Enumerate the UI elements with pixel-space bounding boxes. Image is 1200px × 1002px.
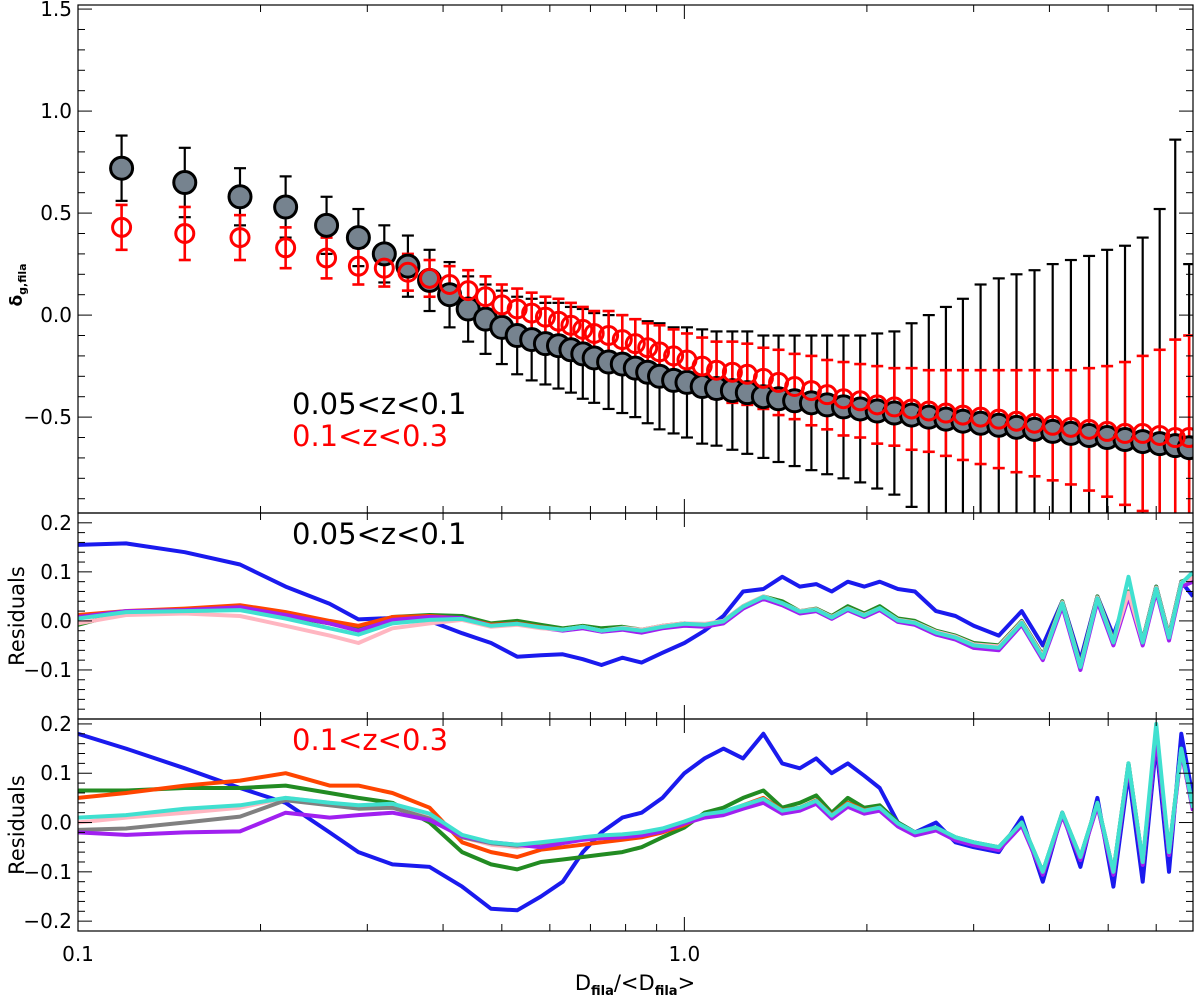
- data-point: [521, 302, 543, 324]
- x-label-sub: fila: [591, 984, 614, 999]
- data-point: [752, 367, 774, 389]
- data-point: [419, 267, 441, 289]
- middle-panel: −0.1 0.0 0.1 0.2 0.05<z<0.1 Residuals: [5, 511, 1194, 720]
- residual-line-turquoise: [78, 570, 1193, 669]
- residual-line-blue: [78, 731, 1193, 913]
- legend-label-1: 0.05<z<0.1: [292, 387, 467, 421]
- bottom-panel: −0.2 −0.1 0.0 0.1 0.2 0.1<z<0.3 Residuals 0.…: [5, 712, 1194, 966]
- data-point: [395, 253, 421, 279]
- y-tick-label: −0.1: [23, 658, 72, 682]
- data-point: [316, 247, 338, 269]
- data-point: [691, 355, 713, 377]
- data-point: [475, 286, 497, 308]
- residual-line-pink: [78, 575, 1193, 668]
- data-point: [721, 361, 743, 383]
- data-point: [397, 261, 419, 283]
- top-ticks: −0.5 0.0 0.5 1.0 1.5: [23, 0, 1193, 513]
- middle-annotation: 0.05<z<0.1: [292, 517, 467, 551]
- data-point: [1164, 427, 1186, 449]
- data-point: [439, 274, 461, 296]
- data-point: [624, 333, 646, 355]
- data-point: [314, 212, 340, 238]
- x-tick-label: 0.1: [62, 942, 94, 966]
- data-point: [373, 257, 395, 279]
- y-tick-label: 0.0: [40, 303, 72, 327]
- x-tick-label: 1.0: [668, 942, 700, 966]
- middle-ticks: −0.1 0.0 0.1 0.2: [23, 511, 1193, 720]
- data-point: [174, 222, 196, 244]
- y-tick-label: −0.5: [23, 405, 72, 429]
- x-label-mid: /<D: [614, 971, 655, 995]
- data-point: [534, 306, 556, 328]
- data-point: [229, 227, 251, 249]
- y-tick-label: 0.5: [40, 201, 72, 225]
- y-tick-label: 0.2: [40, 712, 72, 736]
- data-point: [649, 341, 671, 363]
- data-point: [611, 329, 633, 351]
- x-label-sub2: fila: [655, 984, 678, 999]
- y-tick-label: 0.0: [40, 609, 72, 633]
- top-ylabel-sub: g,fila: [16, 263, 29, 294]
- middle-ylabel: Residuals: [5, 566, 29, 666]
- data-point: [227, 184, 253, 210]
- data-point: [572, 318, 594, 340]
- top-ylabel: δg,fila: [7, 263, 29, 306]
- data-point: [506, 298, 528, 320]
- data-point: [111, 216, 133, 238]
- y-tick-label: 1.5: [40, 0, 72, 21]
- y-tick-label: 0.1: [40, 761, 72, 785]
- x-axis-label: Dfila/<Dfila>: [575, 971, 695, 999]
- data-point: [273, 194, 299, 220]
- data-point: [347, 255, 369, 277]
- bottom-panel-frame: [77, 718, 1194, 932]
- y-tick-label: −0.2: [23, 909, 72, 933]
- data-point: [663, 345, 685, 367]
- x-label-end: >: [678, 971, 696, 995]
- y-tick-label: 0.1: [40, 560, 72, 584]
- y-tick-label: 1.0: [40, 99, 72, 123]
- bottom-annotation: 0.1<z<0.3: [292, 723, 448, 757]
- top-panel: −0.5 0.0 0.5 1.0 1.5 0.05<z<0.1 0.1<z<0.3 δg…: [7, 0, 1194, 514]
- data-point: [547, 310, 569, 332]
- data-point: [1149, 424, 1171, 446]
- top-ylabel-main: δ: [7, 295, 27, 307]
- data-point: [583, 322, 605, 344]
- data-point: [1178, 427, 1193, 449]
- bottom-ticks: −0.2 −0.1 0.0 0.1 0.2: [23, 712, 1193, 933]
- legend-label-2: 0.1<z<0.3: [292, 419, 448, 453]
- residual-line-purple: [78, 734, 1193, 877]
- data-point: [637, 337, 659, 359]
- data-point: [706, 359, 728, 381]
- residual-line-turquoise: [78, 721, 1193, 874]
- data-point: [345, 225, 371, 251]
- data-point: [560, 314, 582, 336]
- series-low-z: [115, 134, 1193, 513]
- data-point: [598, 325, 620, 347]
- residual-line-orange-red: [78, 577, 1193, 670]
- y-tick-label: −0.1: [23, 860, 72, 884]
- markers-high-z: [111, 216, 1193, 449]
- x-label-main: D: [575, 971, 591, 995]
- data-point: [275, 237, 297, 259]
- data-point: [172, 169, 198, 195]
- y-tick-label: 0.0: [40, 811, 72, 835]
- y-tick-label: 0.2: [40, 511, 72, 535]
- bottom-ylabel: Residuals: [5, 775, 29, 875]
- data-point: [109, 155, 135, 181]
- x-tick-labels: 0.1 1.0: [62, 942, 700, 966]
